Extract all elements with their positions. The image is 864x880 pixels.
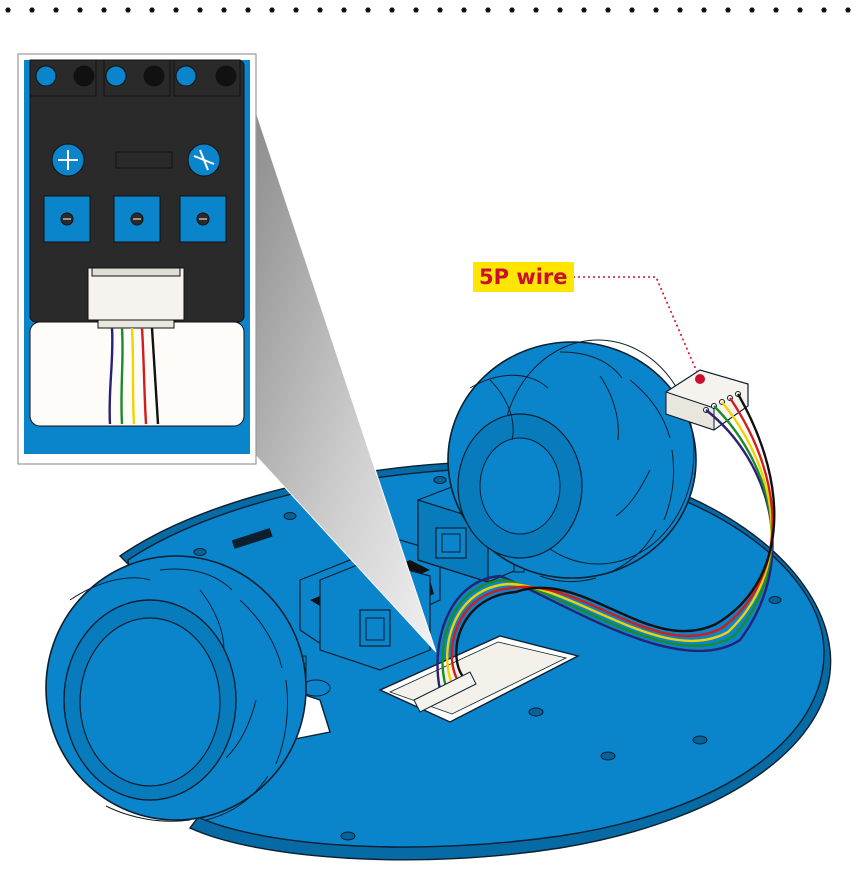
zoom-inset bbox=[17, 53, 257, 465]
border-dot bbox=[605, 7, 611, 13]
border-dot bbox=[845, 7, 851, 13]
inset-wire-strand bbox=[108, 327, 114, 425]
border-dot bbox=[821, 7, 827, 13]
right-wheel-hub-inner bbox=[479, 437, 561, 535]
board-connector bbox=[87, 267, 185, 329]
border-dot bbox=[413, 7, 419, 13]
chassis-small-slot bbox=[231, 528, 273, 549]
border-dot bbox=[461, 7, 467, 13]
wire-strand bbox=[455, 393, 776, 679]
dotted-top-border bbox=[5, 7, 851, 13]
five-pin-connector bbox=[665, 369, 749, 431]
inset-wire-strand bbox=[140, 327, 148, 425]
border-dot bbox=[677, 7, 683, 13]
border-dot bbox=[269, 7, 275, 13]
border-dot bbox=[437, 7, 443, 13]
left-wheel-rim-inner bbox=[79, 617, 221, 787]
border-dot bbox=[797, 7, 803, 13]
border-dot bbox=[53, 7, 59, 13]
board-potentiometers bbox=[51, 143, 221, 177]
border-dot bbox=[389, 7, 395, 13]
border-dot bbox=[581, 7, 587, 13]
slot-plug bbox=[413, 671, 477, 713]
border-dot bbox=[773, 7, 779, 13]
wire-strand bbox=[441, 405, 773, 688]
chassis-holes bbox=[193, 474, 782, 841]
inset-connector-lip bbox=[97, 319, 175, 329]
inset-wire-strand bbox=[120, 327, 124, 425]
border-dot bbox=[173, 7, 179, 13]
left-motor-port-inner bbox=[365, 617, 385, 641]
border-dot bbox=[725, 7, 731, 13]
border-dot bbox=[245, 7, 251, 13]
border-dot bbox=[125, 7, 131, 13]
wire-strand bbox=[450, 397, 774, 682]
right-wheel bbox=[447, 339, 697, 583]
right-motor-port bbox=[435, 527, 467, 559]
inset-wire-bundle bbox=[108, 327, 160, 425]
border-dot bbox=[293, 7, 299, 13]
inset-wire-strand bbox=[150, 327, 160, 425]
inset-wire-strand bbox=[130, 327, 136, 425]
inset-white-panel bbox=[29, 321, 245, 427]
left-wheel bbox=[45, 555, 307, 822]
border-dot bbox=[77, 7, 83, 13]
border-dot bbox=[557, 7, 563, 13]
border-dot bbox=[629, 7, 635, 13]
left-wheel-treads bbox=[69, 568, 288, 822]
border-dot bbox=[701, 7, 707, 13]
right-motor-port-inner bbox=[441, 533, 461, 553]
callout-pointer-dot bbox=[695, 374, 705, 384]
connector-front bbox=[665, 391, 715, 431]
border-dot bbox=[365, 7, 371, 13]
border-dot bbox=[197, 7, 203, 13]
border-dot bbox=[485, 7, 491, 13]
right-wheel-treads bbox=[469, 351, 675, 583]
border-dot bbox=[653, 7, 659, 13]
border-dot bbox=[5, 7, 11, 13]
border-dot bbox=[533, 7, 539, 13]
wire-strand bbox=[446, 401, 773, 685]
border-dot bbox=[29, 7, 35, 13]
board-sensor-pads bbox=[43, 195, 227, 243]
border-dot bbox=[509, 7, 515, 13]
wire-bundle bbox=[436, 393, 776, 691]
border-dot bbox=[149, 7, 155, 13]
border-dot bbox=[341, 7, 347, 13]
border-dot bbox=[749, 7, 755, 13]
border-dot bbox=[317, 7, 323, 13]
border-dot bbox=[221, 7, 227, 13]
board-top-headers bbox=[29, 59, 241, 97]
callout-label-5p-wire: 5P wire bbox=[473, 262, 574, 292]
border-dot bbox=[101, 7, 107, 13]
